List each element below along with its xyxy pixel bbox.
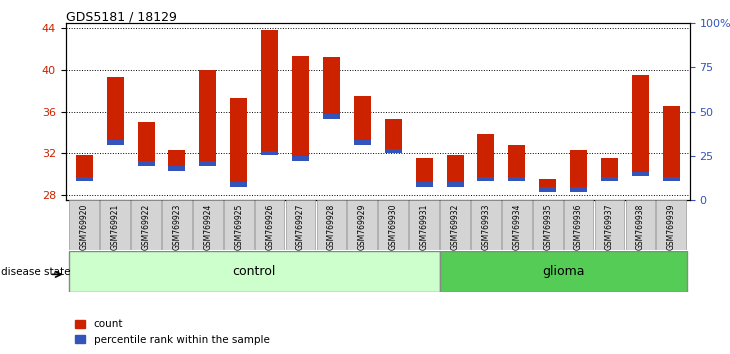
Bar xyxy=(570,150,587,190)
Text: GSM769930: GSM769930 xyxy=(388,204,398,251)
Bar xyxy=(477,177,494,182)
Bar xyxy=(539,179,556,190)
Bar xyxy=(261,30,278,153)
Text: GSM769922: GSM769922 xyxy=(142,204,150,250)
Bar xyxy=(131,200,161,250)
Bar xyxy=(601,158,618,179)
Bar xyxy=(255,200,285,250)
Text: GSM769929: GSM769929 xyxy=(358,204,367,250)
Bar xyxy=(76,177,93,182)
Bar xyxy=(107,77,123,143)
Bar xyxy=(378,200,408,250)
Bar xyxy=(354,96,371,143)
Bar xyxy=(385,149,402,153)
Text: disease state: disease state xyxy=(1,267,70,277)
Bar xyxy=(193,200,223,250)
Bar xyxy=(626,200,656,250)
Text: GSM769936: GSM769936 xyxy=(574,204,583,251)
Bar xyxy=(199,70,216,164)
Bar xyxy=(137,161,155,166)
Text: GSM769937: GSM769937 xyxy=(605,204,614,251)
Bar xyxy=(508,145,526,179)
Bar xyxy=(230,182,247,187)
Text: GSM769934: GSM769934 xyxy=(512,204,521,251)
Bar xyxy=(564,200,593,250)
Legend: count, percentile rank within the sample: count, percentile rank within the sample xyxy=(71,315,274,349)
Text: GSM769926: GSM769926 xyxy=(265,204,274,250)
Bar xyxy=(539,187,556,192)
Text: GSM769928: GSM769928 xyxy=(327,204,336,250)
Bar xyxy=(261,151,278,155)
Bar xyxy=(632,172,649,176)
Bar xyxy=(439,251,687,292)
Bar xyxy=(199,161,216,166)
Text: GSM769933: GSM769933 xyxy=(481,204,491,251)
Bar xyxy=(502,200,531,250)
Bar xyxy=(601,177,618,182)
Bar xyxy=(447,182,464,187)
Text: GSM769927: GSM769927 xyxy=(296,204,305,250)
Text: GSM769932: GSM769932 xyxy=(450,204,459,250)
Text: GSM769938: GSM769938 xyxy=(636,204,645,250)
Bar xyxy=(354,140,371,145)
Bar xyxy=(323,114,340,119)
Text: GSM769939: GSM769939 xyxy=(666,204,676,251)
Bar xyxy=(169,166,185,171)
Text: GSM769931: GSM769931 xyxy=(420,204,429,250)
Bar xyxy=(595,200,624,250)
Bar xyxy=(663,177,680,182)
Text: GSM769924: GSM769924 xyxy=(204,204,212,250)
Bar xyxy=(471,200,501,250)
Bar xyxy=(533,200,563,250)
Bar xyxy=(415,182,433,187)
Bar xyxy=(69,200,99,250)
Bar xyxy=(162,200,192,250)
Bar xyxy=(323,57,340,117)
Bar xyxy=(137,122,155,164)
Text: GSM769921: GSM769921 xyxy=(111,204,120,250)
Bar xyxy=(440,200,470,250)
Text: GSM769925: GSM769925 xyxy=(234,204,243,250)
Bar xyxy=(230,98,247,184)
Bar xyxy=(508,177,526,182)
Bar xyxy=(410,200,439,250)
Text: GSM769920: GSM769920 xyxy=(80,204,89,250)
Text: control: control xyxy=(232,265,276,278)
Bar xyxy=(385,119,402,151)
Bar xyxy=(447,155,464,184)
Bar xyxy=(317,200,346,250)
Bar xyxy=(76,155,93,179)
Bar xyxy=(292,56,309,158)
Bar xyxy=(224,200,253,250)
Text: glioma: glioma xyxy=(542,265,585,278)
Bar xyxy=(107,140,123,145)
Text: GSM769923: GSM769923 xyxy=(172,204,182,250)
Bar xyxy=(347,200,377,250)
Bar xyxy=(632,75,649,174)
Bar xyxy=(570,187,587,192)
Bar xyxy=(477,135,494,179)
Bar xyxy=(169,150,185,169)
Bar xyxy=(100,200,130,250)
Bar xyxy=(285,200,315,250)
Bar xyxy=(663,106,680,179)
Bar xyxy=(292,156,309,161)
Bar xyxy=(69,251,439,292)
Bar xyxy=(656,200,686,250)
Bar xyxy=(415,158,433,184)
Text: GDS5181 / 18129: GDS5181 / 18129 xyxy=(66,11,177,24)
Text: GSM769935: GSM769935 xyxy=(543,204,552,251)
